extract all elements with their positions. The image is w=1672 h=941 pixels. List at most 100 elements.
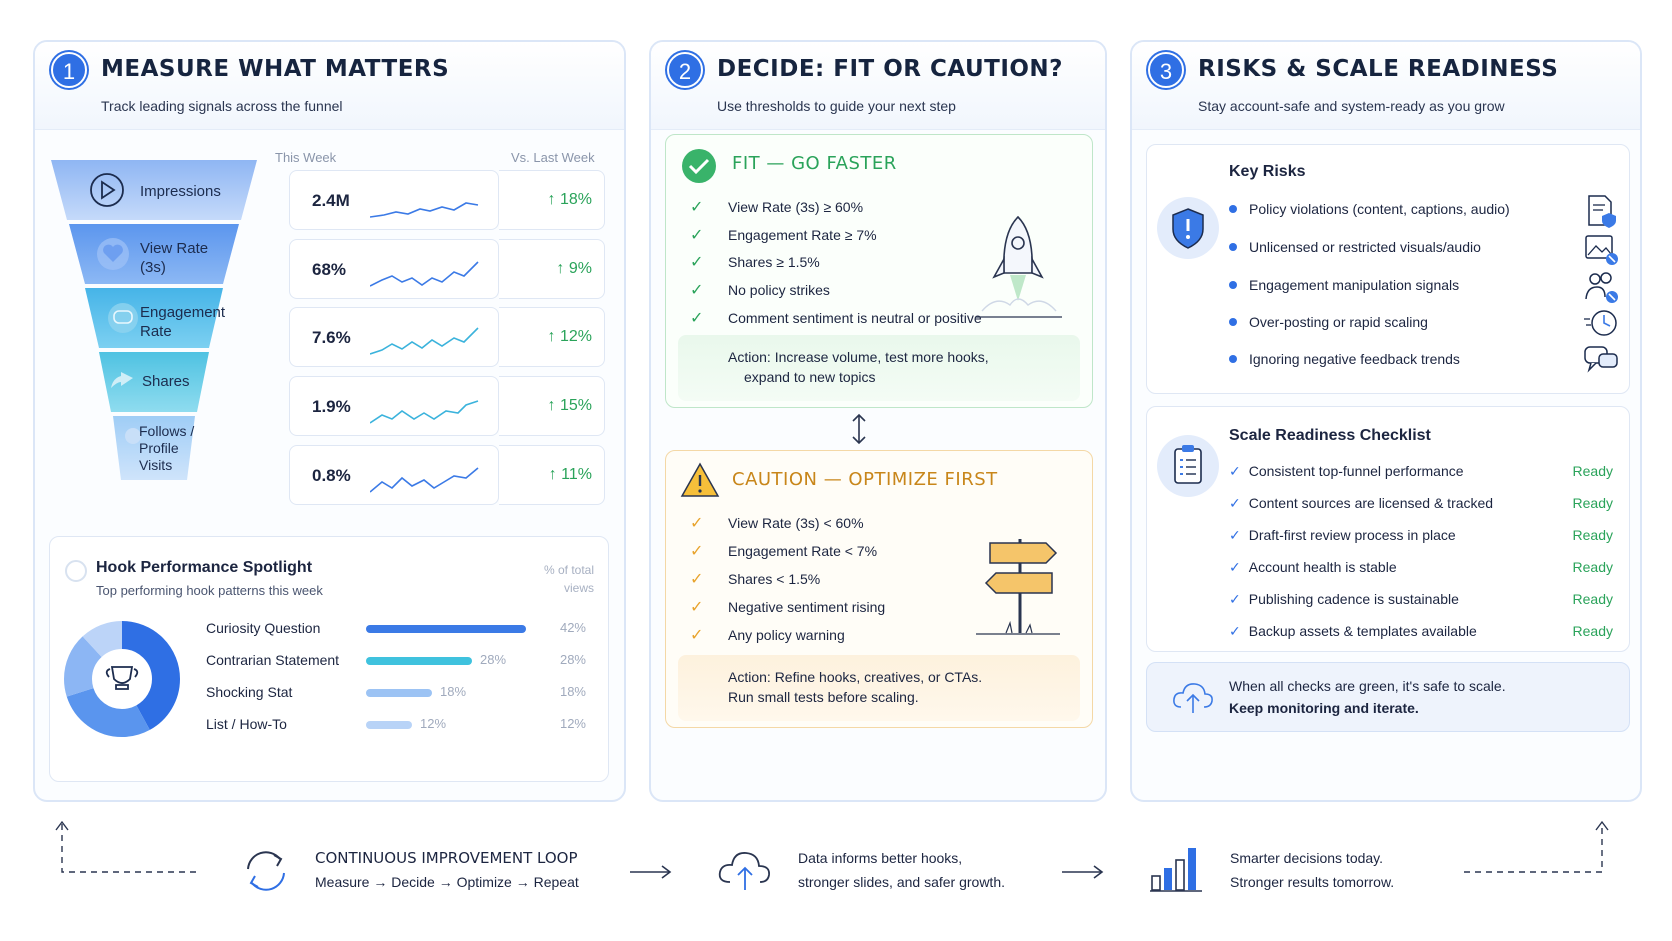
check-icon: ✓ bbox=[690, 627, 704, 644]
users-alert-icon bbox=[1585, 272, 1618, 303]
user-icon bbox=[125, 428, 141, 444]
change-value: ↑ 18% bbox=[547, 191, 592, 208]
status-badge: Ready bbox=[1572, 463, 1613, 479]
column-header-this-week: This Week bbox=[275, 150, 337, 165]
status-badge: Ready bbox=[1572, 495, 1613, 511]
fit-criterion: ✓ Shares ≥ 1.5% bbox=[690, 254, 820, 271]
cloud-upload-icon bbox=[718, 852, 770, 890]
fit-criterion: ✓ Engagement Rate ≥ 7% bbox=[690, 227, 877, 244]
status-badge: Ready bbox=[1572, 527, 1613, 543]
hook-pct-header: % of total views bbox=[543, 563, 594, 595]
change-value: ↑ 15% bbox=[547, 397, 592, 414]
column-header-vs-last-week: Vs. Last Week bbox=[511, 150, 595, 165]
checklist-title: Scale Readiness Checklist bbox=[1229, 427, 1431, 444]
scale-note-text: When all checks are green, it's safe to … bbox=[1229, 678, 1506, 716]
caution-criterion: ✓ Shares < 1.5% bbox=[690, 571, 821, 588]
check-icon: ✓ bbox=[690, 310, 704, 327]
hook-bar-label: 12% bbox=[420, 716, 447, 731]
fit-criterion: ✓ View Rate (3s) ≥ 60% bbox=[690, 199, 864, 216]
results-block: Smarter decisions today. Stronger result… bbox=[1230, 850, 1395, 890]
caution-criterion: ✓ View Rate (3s) < 60% bbox=[690, 515, 864, 532]
panel-subtitle: Use thresholds to guide your next step bbox=[717, 98, 956, 114]
key-risks-card: Key Risks Policy violations (content, ca… bbox=[1146, 144, 1630, 394]
check-icon: ✓ bbox=[690, 543, 704, 560]
fit-box: FIT — GO FASTER ✓ View Rate (3s) ≥ 60% ✓ E… bbox=[665, 134, 1093, 408]
hook-label: Curiosity Question bbox=[206, 620, 321, 636]
checklist-item: ✓ Publishing cadence is sustainable Ready bbox=[1229, 591, 1613, 607]
hook-bar bbox=[366, 625, 526, 633]
check-icon: ✓ bbox=[690, 571, 704, 588]
funnel-stage-3-shape bbox=[85, 288, 223, 348]
check-icon: ✓ bbox=[1229, 495, 1241, 511]
cloud-upload-icon bbox=[1173, 683, 1213, 713]
panel-subtitle: Track leading signals across the funnel bbox=[101, 98, 343, 114]
data-informs-block: Data informs better hooks, stronger slid… bbox=[798, 850, 1005, 890]
measure-panel: 1 MEASURE WHAT MATTERS Track leading sig… bbox=[33, 40, 626, 802]
hook-label: Contrarian Statement bbox=[206, 652, 340, 668]
change-value: ↑ 12% bbox=[547, 328, 592, 345]
loop-connectors bbox=[55, 820, 1609, 879]
donut-slice-list bbox=[64, 621, 180, 737]
panel-title: DECIDE: FIT OR CAUTION? bbox=[717, 56, 1064, 82]
checklist-item: ✓ Backup assets & templates available Read… bbox=[1229, 623, 1613, 639]
caution-criterion: ✓ Any policy warning bbox=[690, 627, 845, 644]
check-icon: ✓ bbox=[690, 599, 704, 616]
hook-donut-chart bbox=[64, 621, 180, 737]
hook-row: List / How-To 12% 12% bbox=[206, 713, 586, 737]
hook-bar-label: 18% bbox=[440, 684, 467, 699]
status-badge: Ready bbox=[1572, 559, 1613, 575]
hook-pct: 28% bbox=[559, 652, 586, 667]
hook-spotlight-card: Hook Performance Spotlight Top performin… bbox=[49, 536, 609, 782]
hook-label: List / How-To bbox=[206, 716, 287, 732]
hook-row: Contrarian Statement 28% 28% bbox=[206, 649, 586, 673]
funnel-stage-label: Impressions bbox=[140, 183, 221, 200]
check-icon: ✓ bbox=[690, 227, 704, 244]
risk-item: Ignoring negative feedback trends bbox=[1229, 351, 1460, 367]
chat-icon bbox=[108, 303, 138, 333]
metric-card: 0.8% bbox=[289, 445, 499, 505]
clock-speed-icon bbox=[1584, 310, 1617, 336]
shield-icon-bg bbox=[1157, 197, 1219, 259]
change-value: ↑ 11% bbox=[548, 466, 592, 483]
change-value: ↑ 9% bbox=[556, 260, 592, 277]
warning-icon bbox=[680, 462, 720, 497]
check-icon: ✓ bbox=[1229, 527, 1241, 543]
check-icon: ✓ bbox=[1229, 591, 1241, 607]
hook-bar bbox=[366, 721, 412, 729]
decide-panel: 2 DECIDE: FIT OR CAUTION? Use thresholds… bbox=[649, 40, 1107, 802]
funnel-stage-label: View Rate (3s) bbox=[140, 240, 209, 276]
check-icon: ✓ bbox=[690, 254, 704, 271]
step-number-badge: 1 bbox=[51, 52, 87, 88]
hook-pct: 18% bbox=[559, 684, 586, 699]
fit-title: FIT — GO FASTER bbox=[732, 153, 897, 174]
checklist-item: ✓ Content sources are licensed & tracked R… bbox=[1229, 495, 1613, 511]
checklist-item: ✓ Draft-first review process in place Read… bbox=[1229, 527, 1613, 543]
loop-title: CONTINUOUS IMPROVEMENT LOOP bbox=[315, 849, 578, 867]
change-card: ↑ 15% bbox=[499, 376, 605, 436]
metric-value: 2.4M bbox=[312, 191, 350, 210]
scale-note: When all checks are green, it's safe to … bbox=[1146, 662, 1630, 732]
hook-bar bbox=[366, 689, 432, 697]
trophy-icon bbox=[105, 666, 139, 690]
share-icon bbox=[111, 372, 133, 388]
hook-row: Shocking Stat 18% 18% bbox=[206, 681, 586, 705]
funnel-stage-label: Engagement Rate bbox=[140, 304, 226, 340]
check-icon: ✓ bbox=[690, 199, 704, 216]
loop-steps: Measure → Decide → Optimize → Repeat bbox=[315, 874, 579, 890]
chat-bubbles-icon bbox=[1584, 346, 1618, 373]
caution-box: CAUTION — OPTIMIZE FIRST ✓ View Rate (3s)… bbox=[665, 450, 1093, 728]
step-number-badge: 3 bbox=[1148, 52, 1184, 88]
hook-title: Hook Performance Spotlight bbox=[96, 559, 313, 576]
sparkline bbox=[370, 327, 479, 355]
metric-value: 1.9% bbox=[312, 397, 351, 416]
fit-action: Action: Increase volume, test more hooks… bbox=[678, 335, 1080, 401]
risk-item: Engagement manipulation signals bbox=[1229, 277, 1459, 293]
status-badge: Ready bbox=[1572, 591, 1613, 607]
risk-item: Unlicensed or restricted visuals/audio bbox=[1229, 239, 1481, 255]
status-badge: Ready bbox=[1572, 623, 1613, 639]
check-icon: ✓ bbox=[690, 282, 704, 299]
key-risks-title: Key Risks bbox=[1229, 163, 1306, 180]
loading-ring-icon bbox=[65, 560, 87, 582]
caution-criterion: ✓ Engagement Rate < 7% bbox=[690, 543, 878, 560]
up-down-arrow-icon bbox=[852, 413, 866, 445]
